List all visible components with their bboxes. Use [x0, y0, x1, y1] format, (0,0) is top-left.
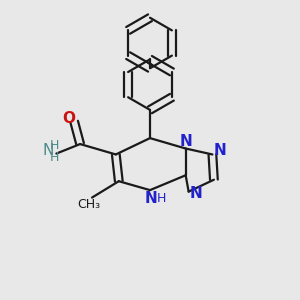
Text: N: N — [179, 134, 192, 148]
Text: CH₃: CH₃ — [77, 198, 101, 211]
Text: N: N — [145, 191, 158, 206]
Text: N: N — [42, 143, 54, 158]
Text: H: H — [157, 192, 166, 205]
Text: O: O — [62, 111, 75, 126]
Text: H: H — [50, 139, 60, 152]
Text: H: H — [50, 151, 60, 164]
Text: N: N — [214, 143, 226, 158]
Text: N: N — [190, 186, 202, 201]
